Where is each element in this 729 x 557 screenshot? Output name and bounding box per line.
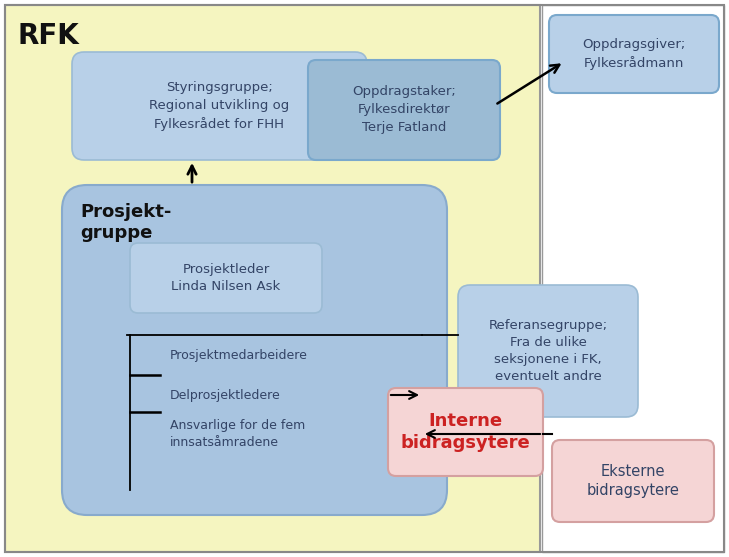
FancyBboxPatch shape (130, 243, 322, 313)
Text: Ansvarlige for de fem
innsatsåmradene: Ansvarlige for de fem innsatsåmradene (170, 419, 305, 448)
FancyBboxPatch shape (72, 52, 367, 160)
FancyBboxPatch shape (549, 15, 719, 93)
FancyBboxPatch shape (458, 285, 638, 417)
FancyBboxPatch shape (5, 5, 540, 552)
Text: RFK: RFK (18, 22, 79, 50)
FancyBboxPatch shape (62, 185, 447, 515)
FancyBboxPatch shape (542, 5, 724, 552)
Text: Referansegruppe;
Fra de ulike
seksjonene i FK,
eventuelt andre: Referansegruppe; Fra de ulike seksjonene… (488, 319, 607, 383)
Text: Delprosjektledere: Delprosjektledere (170, 388, 281, 402)
Text: Prosjektmedarbeidere: Prosjektmedarbeidere (170, 349, 308, 361)
Text: Prosjektleder
Linda Nilsen Ask: Prosjektleder Linda Nilsen Ask (171, 263, 281, 293)
FancyBboxPatch shape (552, 440, 714, 522)
Text: Interne
bidragsytere: Interne bidragsytere (401, 412, 531, 452)
Text: Oppdragstaker;
Fylkesdirektør
Terje Fatland: Oppdragstaker; Fylkesdirektør Terje Fatl… (352, 86, 456, 134)
FancyBboxPatch shape (388, 388, 543, 476)
Text: Oppdragsgiver;
Fylkesrådmann: Oppdragsgiver; Fylkesrådmann (582, 38, 686, 70)
Text: Styringsgruppe;
Regional utvikling og
Fylkesrådet for FHH: Styringsgruppe; Regional utvikling og Fy… (149, 81, 289, 131)
FancyBboxPatch shape (308, 60, 500, 160)
Text: Eksterne
bidragsytere: Eksterne bidragsytere (587, 463, 679, 499)
Text: Prosjekt-
gruppe: Prosjekt- gruppe (80, 203, 171, 242)
